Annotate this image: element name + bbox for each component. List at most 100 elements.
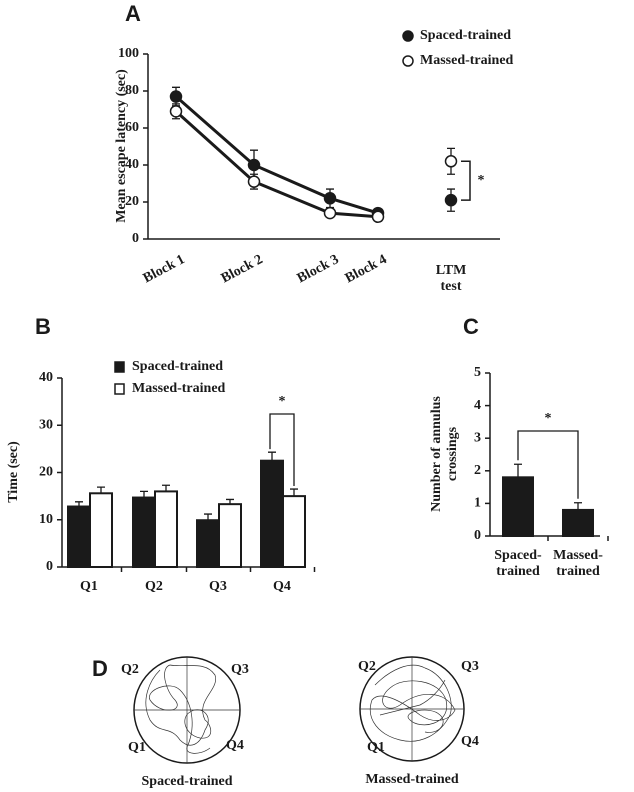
text-line: crossings (445, 426, 460, 481)
bar (260, 459, 284, 568)
panel-label: B (35, 314, 51, 339)
quadrant-label: Q2 (358, 659, 376, 674)
significance-bracket (269, 413, 295, 487)
legend-label: Spaced-trained (132, 359, 223, 374)
swim-path (370, 664, 456, 742)
y-tick-label: 0 (46, 559, 53, 574)
y-axis-label: Number of annuluscrossings (429, 396, 460, 512)
y-tick-label: 40 (125, 157, 139, 172)
legend-label: Spaced-trained (420, 28, 511, 43)
point (444, 155, 458, 168)
y-tick-label: 2 (474, 463, 481, 478)
significance-mark: * (279, 394, 286, 409)
significance-mark: * (478, 173, 485, 188)
y-tick-label: 0 (474, 528, 481, 543)
error-bar (574, 502, 582, 510)
point (247, 158, 261, 172)
y-tick-label: 5 (474, 365, 481, 380)
y-tick-label: 10 (39, 512, 53, 527)
bar (502, 476, 534, 538)
x-tick-label: LTM test (436, 263, 467, 294)
error-bar (226, 498, 234, 510)
error-bar (162, 484, 170, 499)
point (323, 206, 337, 220)
legend-label: Massed-trained (420, 53, 514, 68)
error-bar (140, 490, 148, 498)
error-bar (204, 513, 212, 521)
text-line: Massed- (553, 548, 603, 563)
significance-bracket (517, 430, 579, 499)
point (247, 175, 261, 188)
y-tick-label: 40 (39, 370, 53, 385)
error-bar (514, 463, 522, 478)
line (175, 95, 379, 215)
point (444, 193, 458, 207)
y-tick-label: 4 (474, 398, 481, 413)
bar (89, 492, 113, 569)
y-tick-label: 20 (39, 465, 53, 480)
y-axis-label: Time (sec) (6, 441, 21, 503)
x-tick-label: Block 2 (219, 252, 266, 286)
error-bar (290, 488, 298, 504)
x-tick-label: Q4 (273, 579, 291, 594)
panel-label: C (463, 314, 479, 339)
legend-marker (402, 30, 414, 42)
bar (282, 495, 306, 568)
track-title: Spaced-trained (142, 774, 233, 789)
bar (196, 519, 220, 568)
track-title: Massed-trained (365, 772, 459, 787)
y-tick-label: 1 (474, 496, 481, 511)
swim-path (145, 664, 216, 754)
panel-d (133, 656, 465, 764)
bar (67, 505, 91, 568)
x-tick-label: Block 4 (343, 252, 390, 286)
y-tick-label: 60 (125, 120, 139, 135)
significance-bracket (461, 160, 471, 201)
y-axis-label: Mean escape latency (sec) (114, 69, 129, 223)
text-line: Number of annulus (429, 396, 444, 512)
legend-label: Massed-trained (132, 381, 226, 396)
significance-mark: * (545, 411, 552, 426)
quadrant-label: Q2 (121, 662, 139, 677)
text-line: Spaced- (494, 548, 542, 563)
text-line: LTM (436, 263, 467, 278)
legend-marker (114, 383, 125, 395)
error-bar (268, 451, 276, 461)
text-line: trained (496, 564, 540, 579)
y-tick-label: 3 (474, 430, 481, 445)
bar (562, 508, 594, 538)
x-tick-label: Massed-trained (553, 548, 603, 579)
legend-marker (402, 55, 414, 67)
x-tick-label: Block 3 (295, 252, 342, 286)
line (174, 110, 379, 219)
quadrant-label: Q3 (231, 662, 249, 677)
y-tick-label: 30 (39, 417, 53, 432)
bar (154, 490, 178, 568)
x-tick-label: Q1 (80, 579, 98, 594)
quadrant-label: Q3 (461, 659, 479, 674)
bar (132, 496, 156, 569)
error-bar (97, 486, 105, 501)
y-tick-label: 80 (125, 83, 139, 98)
y-tick-label: 100 (118, 46, 139, 61)
quadrant-label: Q4 (226, 738, 244, 753)
text-line: test (441, 279, 462, 294)
y-tick-label: 0 (132, 231, 139, 246)
point (169, 105, 183, 118)
y-tick-label: 20 (125, 194, 139, 209)
quadrant-label: Q1 (367, 740, 385, 755)
text-line: trained (556, 564, 600, 579)
bar (218, 503, 242, 568)
panel-label: D (92, 656, 108, 681)
legend-marker (114, 361, 125, 373)
x-tick-label: Q3 (209, 579, 227, 594)
x-tick-label: Spaced-trained (494, 548, 542, 579)
quadrant-label: Q4 (461, 734, 479, 749)
point (371, 210, 385, 224)
x-tick-label: Q2 (145, 579, 163, 594)
quadrant-label: Q1 (128, 740, 146, 755)
point (323, 192, 337, 205)
x-tick-label: Block 1 (141, 252, 188, 286)
panel-label: A (125, 1, 141, 26)
